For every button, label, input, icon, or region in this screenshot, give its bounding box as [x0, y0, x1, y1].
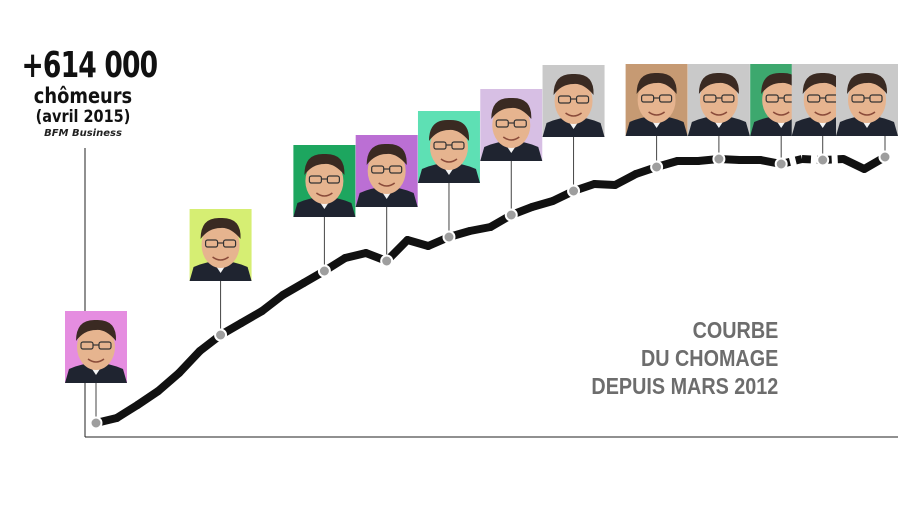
caption-line-2: DU CHOMAGE [640, 345, 778, 371]
hair-shape [366, 143, 407, 165]
face-shape [637, 77, 676, 123]
portrait-photo [189, 209, 252, 281]
portrait-photo [836, 64, 898, 136]
headline-value: +614 000 [21, 45, 159, 86]
hair-shape [802, 72, 843, 94]
data-point-marker [816, 153, 830, 167]
data-point-marker [214, 328, 228, 342]
portrait-photo [355, 135, 418, 207]
curve-segment [258, 291, 287, 315]
mouth-shape [440, 158, 458, 163]
face-shape [848, 77, 886, 123]
data-point-marker [89, 416, 103, 430]
data-point-marker [442, 230, 456, 244]
mouth-shape [772, 111, 790, 116]
mouth-shape [315, 192, 333, 197]
face-shape [429, 124, 468, 170]
data-point-marker [878, 150, 892, 164]
face-shape [699, 77, 738, 123]
curve-segment [133, 387, 163, 409]
mouth-shape [502, 136, 520, 141]
headline-block: +614 000 chômeurs (avril 2015) BFM Busin… [8, 45, 159, 139]
face-shape [305, 158, 344, 204]
face-shape [492, 102, 531, 148]
hair-shape [200, 217, 241, 239]
hair-shape [428, 119, 470, 141]
mouth-shape [212, 256, 230, 261]
face-shape [803, 77, 842, 123]
hair-shape [553, 73, 594, 95]
portrait-photos [65, 64, 898, 383]
mouth-shape [648, 111, 666, 116]
portrait-photo [542, 65, 605, 137]
mouth-shape [858, 111, 876, 116]
hair-shape [847, 72, 888, 94]
face-shape [762, 77, 801, 123]
hair-shape [304, 153, 345, 175]
headline-date: (avril 2015) [35, 107, 131, 127]
source-label: BFM Business [44, 128, 122, 139]
portrait-photo [417, 111, 480, 183]
mouth-shape [87, 358, 105, 363]
data-point-marker [317, 264, 331, 278]
data-point-marker [650, 160, 664, 174]
data-point-marker [567, 184, 581, 198]
mouth-shape [565, 112, 583, 117]
data-point-marker [712, 152, 726, 166]
hair-shape [698, 72, 739, 94]
curve-segment [175, 347, 204, 377]
portrait-photo [687, 64, 750, 136]
caption-line-3: DEPUIS MARS 2012 [591, 373, 778, 399]
curve-segment [154, 369, 184, 395]
mouth-shape [378, 182, 396, 187]
hair-shape [491, 97, 532, 119]
axes [84, 148, 898, 438]
portrait-photo [625, 64, 688, 136]
data-point-marker [504, 208, 518, 222]
data-point-marker [774, 157, 788, 171]
face-shape [367, 148, 406, 194]
portrait-photo [293, 145, 356, 217]
hair-shape [761, 72, 802, 94]
point-markers [89, 150, 892, 430]
mouth-shape [814, 111, 832, 116]
face-shape [77, 324, 115, 370]
data-point-marker [380, 254, 394, 268]
caption-line-1: COURBE [692, 317, 778, 343]
mouth-shape [710, 111, 728, 116]
curve-segment [112, 401, 142, 422]
hair-shape [76, 319, 117, 341]
face-shape [554, 78, 593, 124]
hair-shape [636, 72, 677, 94]
chart-caption: COURBE DU CHOMAGE DEPUIS MARS 2012 [591, 316, 778, 400]
headline-unit: chômeurs [33, 84, 133, 108]
face-shape [201, 222, 240, 268]
portrait-photo [65, 311, 127, 383]
portrait-photo [480, 89, 543, 161]
